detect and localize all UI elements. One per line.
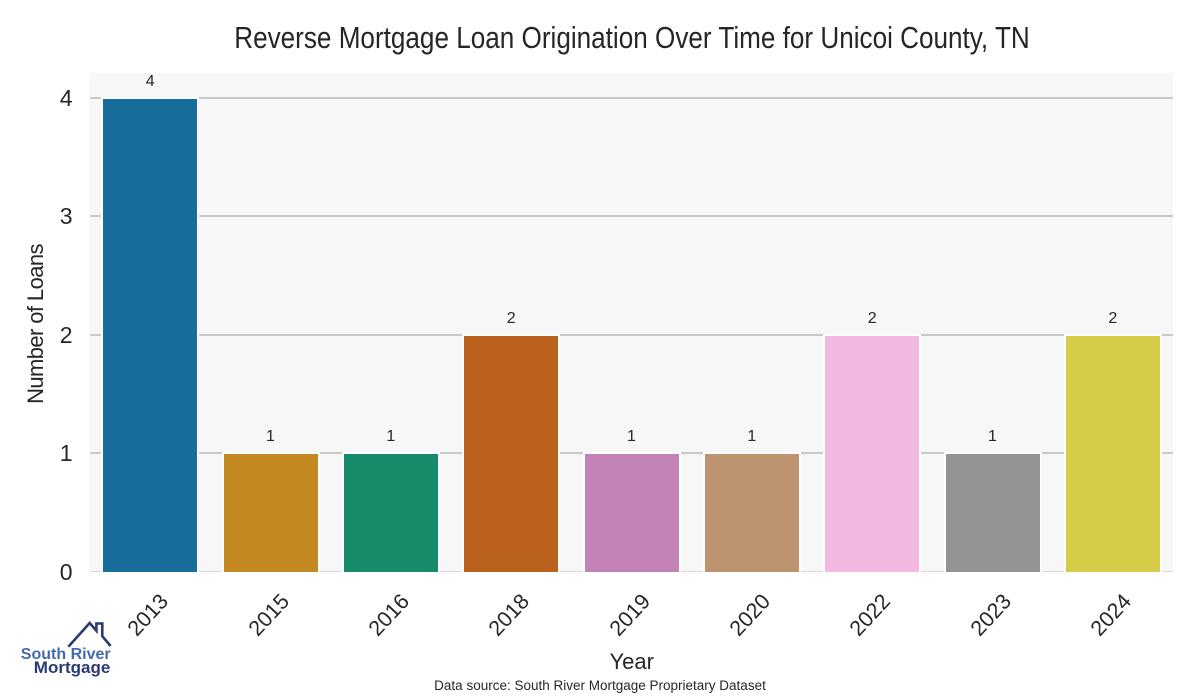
svg-text:Mortgage: Mortgage <box>34 658 111 677</box>
svg-text:South River: South River <box>21 646 111 663</box>
